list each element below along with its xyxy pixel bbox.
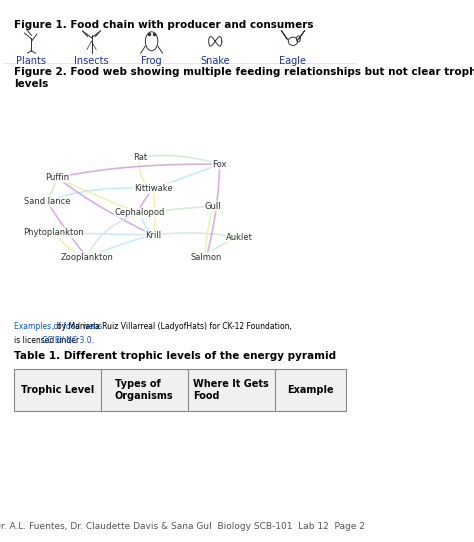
Text: Cephalopod: Cephalopod <box>115 209 165 217</box>
Bar <box>14 369 346 411</box>
Text: Frog: Frog <box>141 56 162 66</box>
Text: Table 1. Different trophic levels of the energy pyramid: Table 1. Different trophic levels of the… <box>14 351 336 361</box>
Text: Example: Example <box>287 385 334 395</box>
Text: is licensed under: is licensed under <box>14 336 81 345</box>
Text: Figure 1. Food chain with producer and consumers: Figure 1. Food chain with producer and c… <box>14 20 313 30</box>
Text: Figure 2. Food web showing multiple feeding relationships but not clear trophic
: Figure 2. Food web showing multiple feed… <box>14 67 474 89</box>
Text: Gull: Gull <box>205 202 221 211</box>
Text: Snake: Snake <box>201 56 230 66</box>
Text: Fox: Fox <box>212 160 227 169</box>
Text: Insects: Insects <box>74 56 109 66</box>
Text: Salmon: Salmon <box>191 253 222 262</box>
Text: CC BY-NC 3.0.: CC BY-NC 3.0. <box>42 336 94 345</box>
Text: Examples of food webs: Examples of food webs <box>14 322 102 331</box>
Text: Puffin: Puffin <box>45 173 69 182</box>
Text: Trophic Level: Trophic Level <box>21 385 94 395</box>
Text: Eagle: Eagle <box>280 56 307 66</box>
Text: Kittiwake: Kittiwake <box>134 184 173 193</box>
Text: Krill: Krill <box>145 230 161 240</box>
Text: Plants: Plants <box>17 56 46 66</box>
Text: Phytoplankton: Phytoplankton <box>23 228 84 237</box>
Text: Sand lance: Sand lance <box>24 197 70 207</box>
Text: Rat: Rat <box>133 153 147 162</box>
Text: Where It Gets
Food: Where It Gets Food <box>193 379 269 401</box>
Text: , by Mariana Ruiz Villarreal (LadyofHats) for CK-12 Foundation,: , by Mariana Ruiz Villarreal (LadyofHats… <box>52 322 292 331</box>
Text: Zooplankton: Zooplankton <box>60 253 113 262</box>
Text: Auklet: Auklet <box>226 233 253 242</box>
Text: Types of
Organisms: Types of Organisms <box>115 379 173 401</box>
Text: Dr. A.L. Fuentes, Dr. Claudette Davis & Sana Gul  Biology SCB-101  Lab 12  Page : Dr. A.L. Fuentes, Dr. Claudette Davis & … <box>0 522 365 531</box>
